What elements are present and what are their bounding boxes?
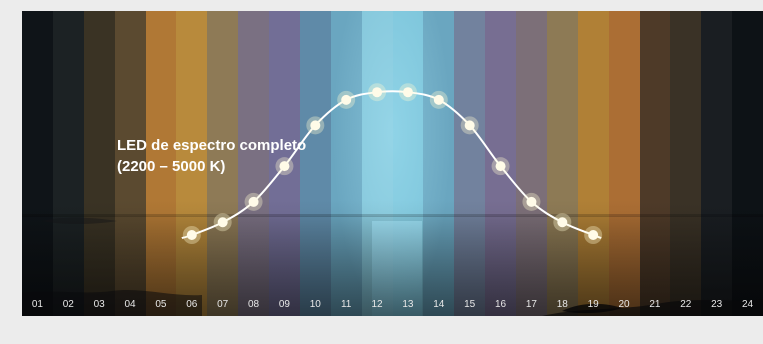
horizon-line [22, 214, 763, 217]
data-point-09 [279, 161, 290, 172]
color-temperature-stripes [22, 11, 763, 316]
data-point-07 [217, 217, 228, 228]
stripe-hour-15 [454, 11, 486, 316]
data-point-16 [495, 161, 506, 172]
stripe-hour-19 [577, 11, 610, 316]
series-line [181, 90, 602, 239]
stripe-hour-06 [176, 11, 208, 316]
data-point-19 [588, 230, 599, 240]
series-annotation: LED de espectro completo (2200 – 5000 K) [117, 135, 306, 177]
stripe-hour-08 [238, 11, 270, 316]
data-point-17 [526, 196, 537, 207]
data-point-15 [464, 120, 475, 131]
plot-area [181, 83, 603, 244]
stripe-hour-22 [670, 11, 702, 316]
data-point-18 [557, 217, 568, 228]
stripe-hour-10 [299, 11, 332, 316]
data-point-08 [248, 196, 259, 207]
stripe-hour-01 [22, 11, 54, 316]
stripe-hour-18 [546, 11, 579, 316]
annotation-line-2: (2200 – 5000 K) [117, 158, 226, 175]
stripe-hour-07 [207, 11, 239, 316]
stripe-hour-24 [732, 11, 763, 316]
stripe-hour-20 [608, 11, 640, 316]
stripe-hour-14 [423, 11, 455, 316]
chart-frame: LED de espectro completo (2200 – 5000 K)… [22, 11, 763, 316]
stripe-hour-05 [145, 11, 177, 316]
data-point-11 [341, 94, 352, 105]
stripe-hour-03 [83, 11, 116, 316]
data-point-12 [372, 87, 383, 98]
data-point-10 [310, 120, 321, 131]
stripe-hour-21 [639, 11, 671, 316]
stripe-hour-11 [330, 11, 363, 316]
stripe-hour-02 [52, 11, 85, 316]
stripe-hour-04 [114, 11, 146, 316]
data-point-06 [186, 230, 197, 240]
data-point-14 [433, 94, 444, 105]
stripe-hour-23 [701, 11, 733, 316]
data-point-13 [402, 87, 413, 98]
annotation-line-1: LED de espectro completo [117, 137, 307, 154]
stripe-hour-17 [516, 11, 548, 316]
